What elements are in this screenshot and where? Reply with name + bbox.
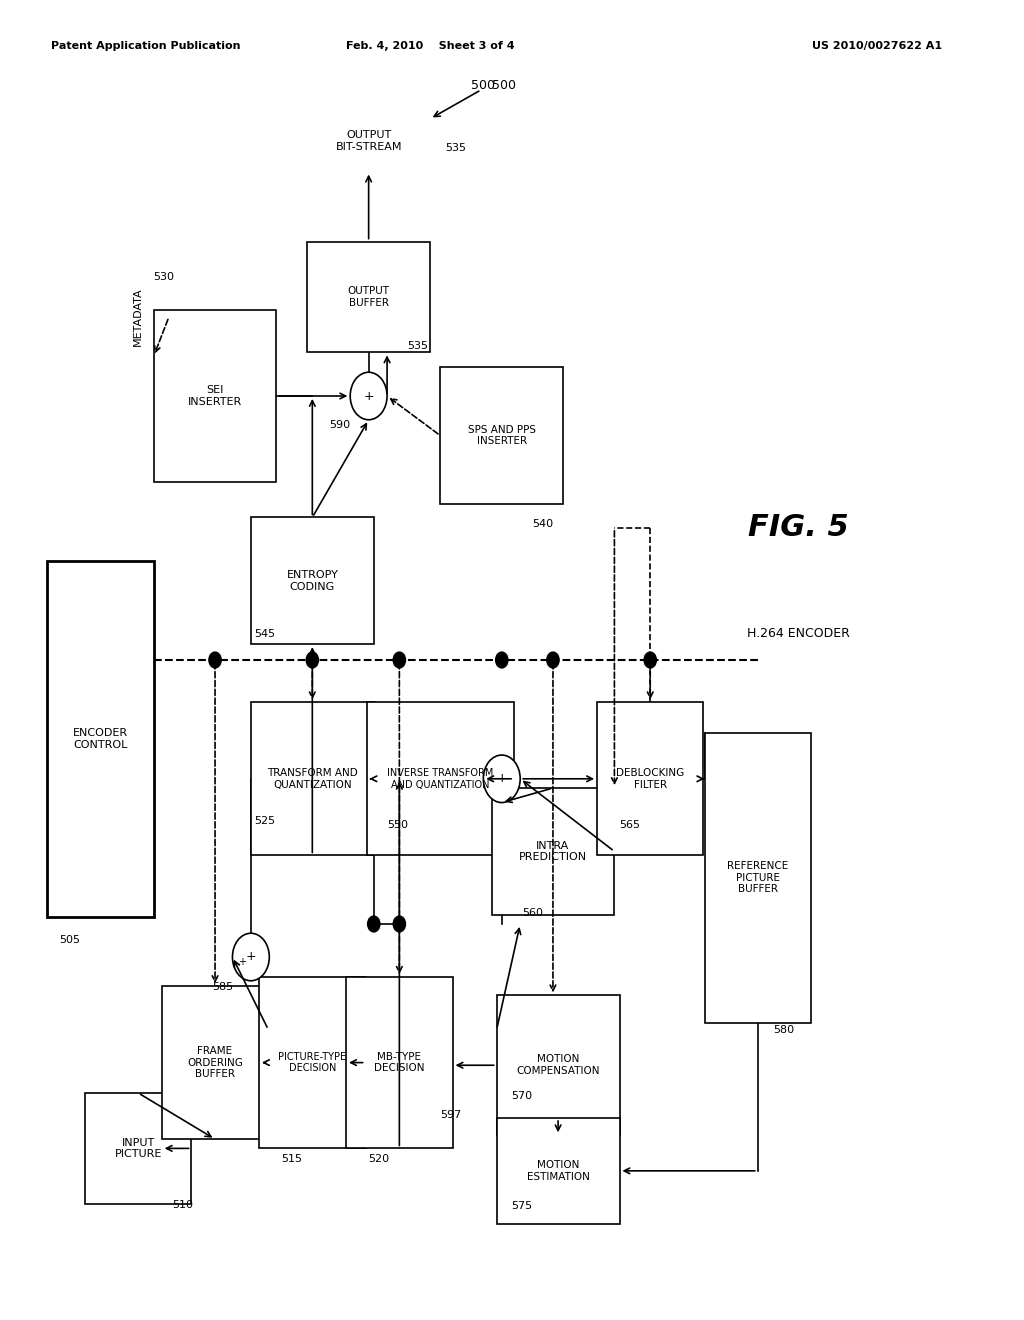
Text: 597: 597 [440, 1110, 462, 1121]
Text: INVERSE TRANSFORM
AND QUANTIZATION: INVERSE TRANSFORM AND QUANTIZATION [387, 768, 494, 789]
Text: 545: 545 [254, 628, 275, 639]
Text: ENTROPY
CODING: ENTROPY CODING [287, 570, 338, 591]
Text: Feb. 4, 2010    Sheet 3 of 4: Feb. 4, 2010 Sheet 3 of 4 [346, 41, 514, 51]
Text: US 2010/0027622 A1: US 2010/0027622 A1 [812, 41, 942, 51]
FancyBboxPatch shape [497, 995, 620, 1135]
Text: PICTURE-TYPE
DECISION: PICTURE-TYPE DECISION [279, 1052, 346, 1073]
Text: 560: 560 [522, 908, 544, 919]
Text: FIG. 5: FIG. 5 [749, 513, 849, 543]
FancyBboxPatch shape [251, 702, 374, 855]
Text: OUTPUT
BUFFER: OUTPUT BUFFER [347, 286, 390, 308]
Circle shape [350, 372, 387, 420]
Text: OUTPUT
BIT-STREAM: OUTPUT BIT-STREAM [336, 131, 401, 152]
Text: SEI
INSERTER: SEI INSERTER [188, 385, 242, 407]
Text: +: + [497, 772, 507, 785]
Text: REFERENCE
PICTURE
BUFFER: REFERENCE PICTURE BUFFER [727, 861, 788, 895]
Circle shape [368, 916, 380, 932]
Text: +: + [364, 389, 374, 403]
Circle shape [393, 652, 406, 668]
Circle shape [496, 652, 508, 668]
Circle shape [306, 652, 318, 668]
FancyBboxPatch shape [162, 986, 268, 1139]
Text: 540: 540 [532, 519, 554, 529]
Text: 535: 535 [408, 341, 429, 351]
Circle shape [547, 652, 559, 668]
Text: +: + [246, 950, 256, 964]
Text: 550: 550 [387, 820, 409, 830]
FancyBboxPatch shape [497, 1118, 620, 1224]
Text: 590: 590 [329, 420, 350, 430]
Circle shape [483, 755, 520, 803]
FancyBboxPatch shape [154, 310, 276, 482]
FancyBboxPatch shape [705, 733, 811, 1023]
Text: 565: 565 [618, 820, 640, 830]
FancyBboxPatch shape [367, 702, 514, 855]
Text: MB-TYPE
DECISION: MB-TYPE DECISION [374, 1052, 425, 1073]
Text: 505: 505 [59, 935, 81, 945]
Text: 535: 535 [445, 143, 467, 153]
Text: H.264 ENCODER: H.264 ENCODER [748, 627, 850, 640]
Text: 500: 500 [492, 79, 515, 92]
FancyBboxPatch shape [492, 788, 614, 915]
Text: 510: 510 [172, 1200, 194, 1210]
Text: FRAME
ORDERING
BUFFER: FRAME ORDERING BUFFER [187, 1045, 243, 1080]
FancyBboxPatch shape [346, 977, 453, 1148]
Text: 575: 575 [511, 1201, 532, 1212]
Text: INTRA
PREDICTION: INTRA PREDICTION [519, 841, 587, 862]
FancyBboxPatch shape [597, 702, 703, 855]
FancyBboxPatch shape [440, 367, 563, 504]
Circle shape [393, 916, 406, 932]
Text: ENCODER
CONTROL: ENCODER CONTROL [73, 729, 128, 750]
Text: Patent Application Publication: Patent Application Publication [51, 41, 241, 51]
Text: SPS AND PPS
INSERTER: SPS AND PPS INSERTER [468, 425, 536, 446]
FancyBboxPatch shape [307, 242, 430, 352]
Text: 580: 580 [773, 1024, 795, 1035]
Text: 570: 570 [511, 1090, 532, 1101]
Circle shape [232, 933, 269, 981]
FancyBboxPatch shape [259, 977, 366, 1148]
Text: 525: 525 [254, 816, 275, 826]
FancyBboxPatch shape [47, 561, 154, 917]
FancyBboxPatch shape [85, 1093, 191, 1204]
Text: TRANSFORM AND
QUANTIZATION: TRANSFORM AND QUANTIZATION [267, 768, 357, 789]
Circle shape [644, 652, 656, 668]
Text: DEBLOCKING
FILTER: DEBLOCKING FILTER [616, 768, 684, 789]
Text: 500: 500 [471, 79, 495, 92]
Text: MOTION
COMPENSATION: MOTION COMPENSATION [516, 1055, 600, 1076]
Text: METADATA: METADATA [133, 288, 143, 346]
Text: +: + [238, 957, 246, 966]
Text: 515: 515 [281, 1154, 302, 1164]
FancyBboxPatch shape [251, 517, 374, 644]
Text: 585: 585 [212, 982, 233, 993]
Text: MOTION
ESTIMATION: MOTION ESTIMATION [526, 1160, 590, 1181]
Text: INPUT
PICTURE: INPUT PICTURE [115, 1138, 162, 1159]
Text: 520: 520 [368, 1154, 389, 1164]
Text: 530: 530 [153, 272, 174, 282]
Circle shape [209, 652, 221, 668]
